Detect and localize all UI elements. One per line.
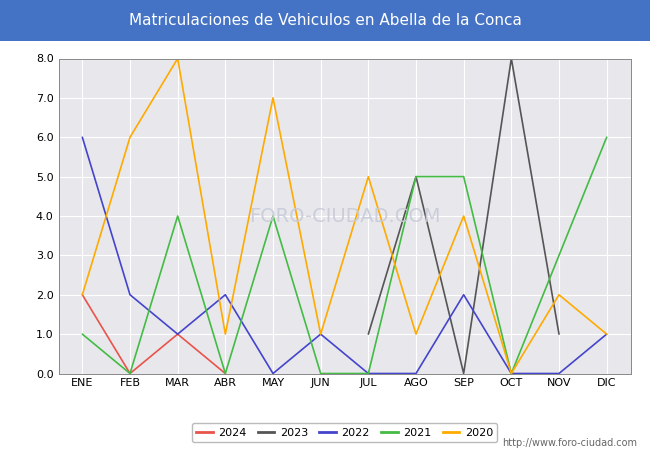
Text: FORO-CIUDAD.COM: FORO-CIUDAD.COM	[249, 207, 440, 225]
Legend: 2024, 2023, 2022, 2021, 2020: 2024, 2023, 2022, 2021, 2020	[192, 423, 497, 442]
Text: Matriculaciones de Vehiculos en Abella de la Conca: Matriculaciones de Vehiculos en Abella d…	[129, 13, 521, 28]
Text: http://www.foro-ciudad.com: http://www.foro-ciudad.com	[502, 438, 637, 448]
